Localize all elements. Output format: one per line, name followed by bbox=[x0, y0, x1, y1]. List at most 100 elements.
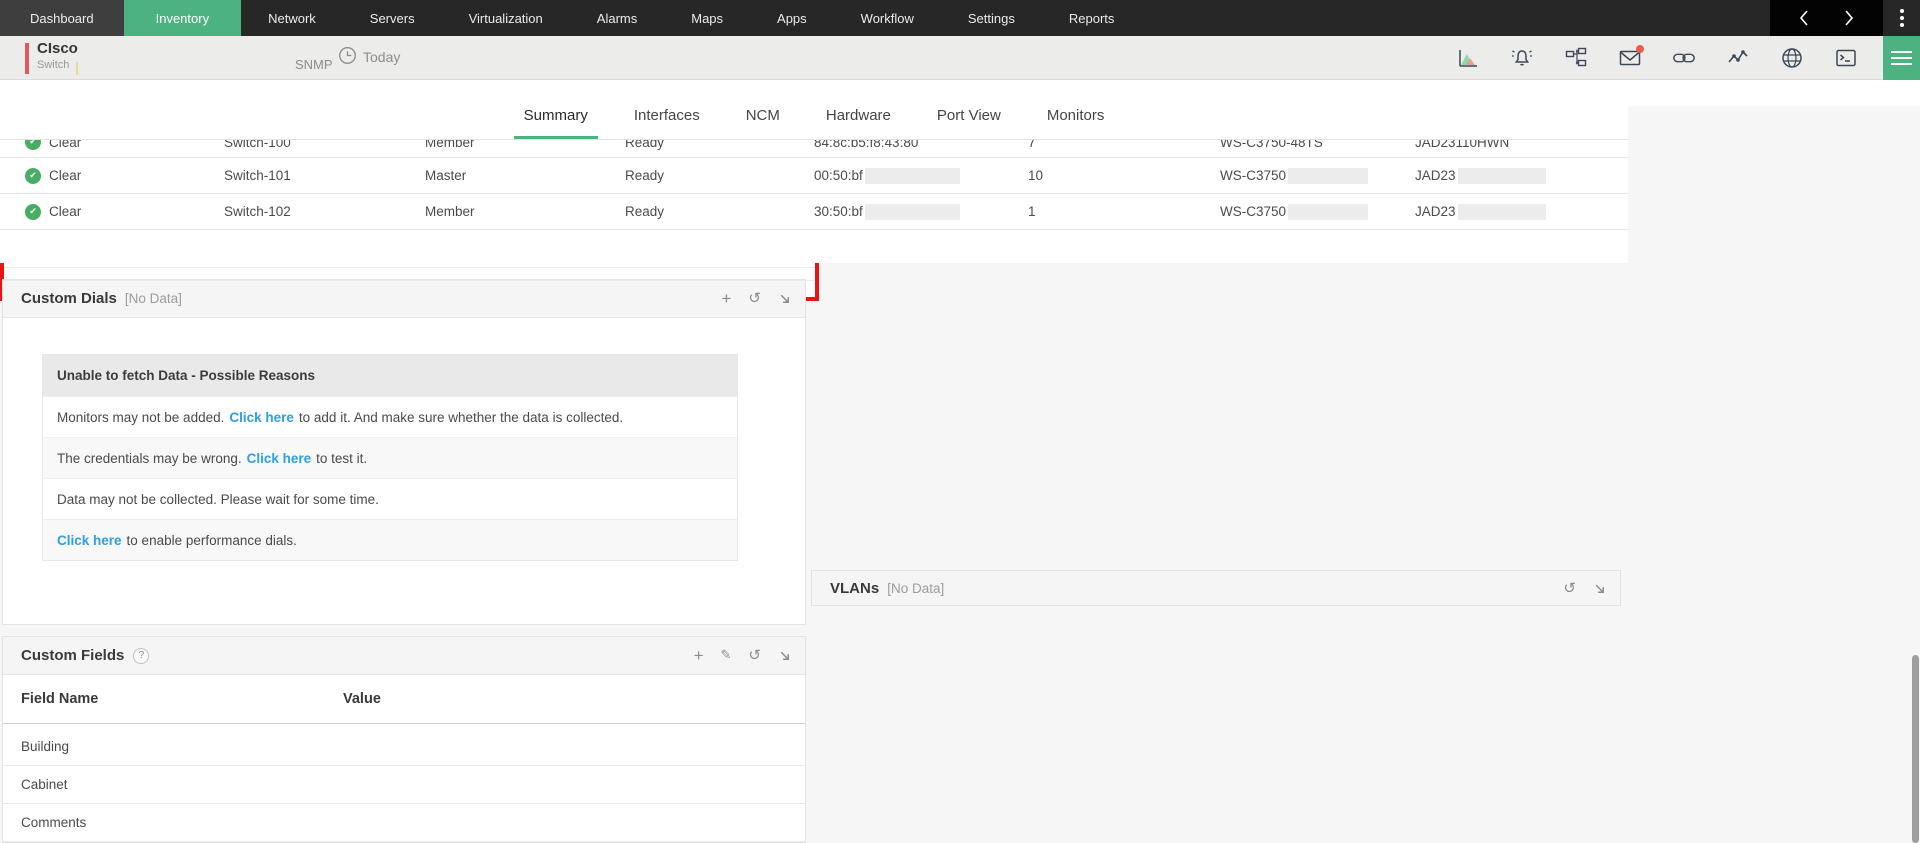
next-device-icon[interactable] bbox=[1838, 7, 1860, 29]
device-name: CIsco bbox=[37, 40, 78, 57]
no-data-badge: [No Data] bbox=[124, 291, 182, 306]
state-cell: Ready bbox=[625, 140, 665, 150]
add-icon[interactable]: + bbox=[693, 646, 704, 665]
expand-icon[interactable] bbox=[778, 649, 791, 662]
count-cell: 10 bbox=[1028, 168, 1044, 183]
table-row[interactable]: ✔ Clear Switch-102 Member Ready 30:50:bf … bbox=[0, 194, 1628, 230]
click-here-link[interactable]: Click here bbox=[246, 450, 312, 466]
tab-port-view[interactable]: Port View bbox=[936, 107, 1001, 124]
tab-hardware[interactable]: Hardware bbox=[825, 107, 891, 124]
mail-icon[interactable] bbox=[1618, 45, 1644, 70]
nav-alarms[interactable]: Alarms bbox=[596, 10, 638, 26]
device-tabs: Summary Interfaces NCM Hardware Port Vie… bbox=[0, 80, 1628, 140]
table-row[interactable]: ✔ Clear Switch-101 Master Ready 00:50:bf … bbox=[0, 158, 1628, 194]
count-cell: 1 bbox=[1028, 204, 1036, 219]
role-cell: Member bbox=[425, 204, 475, 219]
reasons-title: Unable to fetch Data - Possible Reasons bbox=[43, 355, 737, 396]
no-data-reasons: Unable to fetch Data - Possible Reasons … bbox=[42, 354, 738, 561]
role-cell: Member bbox=[425, 140, 475, 150]
custom-field-row: Building bbox=[3, 728, 805, 766]
performance-chart-icon[interactable] bbox=[1456, 46, 1480, 70]
status-cell: Clear bbox=[49, 204, 82, 219]
custom-fields-table-header: Field Name Value bbox=[3, 675, 805, 724]
state-cell: Ready bbox=[625, 204, 665, 219]
role-cell: Master bbox=[425, 168, 467, 183]
nav-inventory[interactable]: Inventory bbox=[123, 0, 242, 36]
globe-icon[interactable] bbox=[1780, 46, 1804, 70]
state-cell: Ready bbox=[625, 168, 665, 183]
field-name: Cabinet bbox=[21, 777, 68, 792]
mac-cell: 84:8c:b5:f8:43:80 bbox=[814, 140, 919, 150]
tab-summary[interactable]: Summary bbox=[513, 107, 598, 139]
redaction-box bbox=[1457, 203, 1546, 220]
custom-fields-header: Custom Fields ? + ✎ ↺ bbox=[3, 637, 805, 675]
model-cell: WS-C3750 bbox=[1220, 204, 1287, 219]
device-type: Switch bbox=[37, 59, 70, 71]
reason-text: Monitors may not be added. bbox=[57, 409, 225, 425]
nav-dashboard[interactable]: Dashboard bbox=[0, 0, 124, 36]
field-name: Comments bbox=[21, 815, 87, 830]
tab-ncm[interactable]: NCM bbox=[745, 107, 780, 124]
protocol-label: SNMP bbox=[295, 57, 333, 72]
name-cell: Switch-100 bbox=[224, 140, 291, 150]
time-range-selector[interactable]: Today bbox=[338, 46, 400, 68]
device-pager bbox=[1770, 0, 1883, 36]
redaction-box bbox=[1457, 167, 1546, 184]
custom-field-row: Comments bbox=[3, 804, 805, 842]
refresh-icon[interactable]: ↺ bbox=[748, 646, 761, 664]
count-cell: 7 bbox=[1028, 140, 1036, 150]
refresh-icon[interactable]: ↺ bbox=[748, 289, 761, 307]
time-range-label: Today bbox=[363, 49, 401, 65]
click-here-link[interactable]: Click here bbox=[229, 409, 294, 425]
expand-icon[interactable] bbox=[1593, 582, 1606, 595]
reason-text: to add it. And make sure whether the dat… bbox=[298, 409, 624, 425]
nav-apps[interactable]: Apps bbox=[777, 10, 807, 26]
nav-maps[interactable]: Maps bbox=[691, 10, 724, 26]
nav-servers[interactable]: Servers bbox=[369, 10, 415, 26]
nav-network[interactable]: Network bbox=[268, 10, 316, 26]
add-icon[interactable]: + bbox=[721, 289, 732, 308]
topology-icon[interactable] bbox=[1564, 46, 1588, 70]
link-icon[interactable] bbox=[1672, 46, 1696, 70]
reason-row: Click here to enable performance dials. bbox=[43, 519, 737, 560]
clear-icon: ✔ bbox=[25, 167, 41, 184]
custom-dials-header: Custom Dials [No Data] + ↺ bbox=[3, 280, 805, 318]
custom-fields-widget: Custom Fields ? + ✎ ↺ Field Name Value B… bbox=[2, 636, 806, 843]
clock-icon bbox=[338, 46, 357, 68]
widget-title: VLANs bbox=[830, 579, 880, 597]
vlans-widget: VLANs [No Data] ↺ bbox=[811, 570, 1621, 606]
previous-device-icon[interactable] bbox=[1793, 7, 1815, 29]
alarm-bell-icon[interactable] bbox=[1510, 46, 1534, 70]
reason-row: Data may not be collected. Please wait f… bbox=[43, 478, 737, 519]
reason-text: Data may not be collected. Please wait f… bbox=[57, 491, 379, 507]
serial-cell: JAD23110HWN bbox=[1415, 140, 1510, 150]
more-options-icon[interactable] bbox=[1883, 0, 1920, 36]
vertical-scrollbar[interactable] bbox=[1912, 655, 1919, 843]
nav-virtualization[interactable]: Virtualization bbox=[468, 10, 543, 26]
device-header: CIsco Switch SNMP Today bbox=[0, 36, 1920, 80]
help-icon[interactable]: ? bbox=[133, 647, 150, 664]
terminal-icon[interactable] bbox=[1834, 46, 1858, 70]
nav-workflow[interactable]: Workflow bbox=[860, 10, 914, 26]
menu-icon[interactable] bbox=[1883, 36, 1920, 80]
severity-accent-bar bbox=[25, 43, 29, 74]
click-here-link[interactable]: Click here bbox=[57, 532, 122, 548]
nav-reports[interactable]: Reports bbox=[1068, 10, 1115, 26]
tab-interfaces[interactable]: Interfaces bbox=[633, 107, 700, 124]
sparkline-icon[interactable] bbox=[1726, 46, 1750, 70]
edit-icon[interactable]: ✎ bbox=[720, 648, 732, 663]
expand-icon[interactable] bbox=[778, 292, 791, 305]
page-gutter bbox=[1629, 106, 1920, 843]
no-data-badge: [No Data] bbox=[887, 580, 945, 596]
custom-field-row: Cabinet bbox=[3, 766, 805, 804]
device-toolbar bbox=[1456, 36, 1858, 80]
tab-monitors[interactable]: Monitors bbox=[1046, 107, 1105, 124]
table-row[interactable]: ✔ Clear Switch-100 Member Ready 84:8c:b5:… bbox=[0, 140, 1628, 158]
nav-settings[interactable]: Settings bbox=[967, 10, 1015, 26]
vlans-header: VLANs [No Data] ↺ bbox=[812, 571, 1620, 605]
model-cell: WS-C3750 bbox=[1220, 168, 1287, 183]
refresh-icon[interactable]: ↺ bbox=[1563, 578, 1576, 597]
name-cell: Switch-101 bbox=[224, 168, 291, 183]
mac-cell: 30:50:bf bbox=[814, 204, 863, 219]
